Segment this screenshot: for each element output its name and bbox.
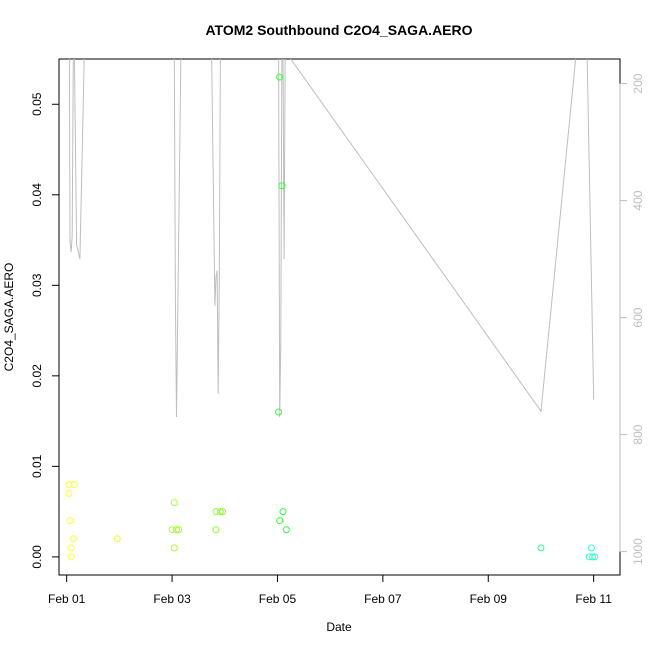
- data-point: [70, 480, 78, 488]
- data-point: [279, 508, 287, 516]
- x-axis-label: Date: [326, 620, 352, 634]
- data-point: [168, 526, 176, 534]
- data-point: [282, 526, 290, 534]
- x-tick-label: Feb 09: [470, 592, 508, 606]
- x-tick-label: Feb 07: [364, 592, 402, 606]
- x-tick-label: Feb 03: [153, 592, 191, 606]
- data-point: [585, 553, 593, 561]
- data-point: [66, 517, 74, 525]
- plot-border: [58, 58, 621, 576]
- data-point: [591, 553, 599, 561]
- data-point: [212, 508, 220, 516]
- right-tick-label: 200: [631, 73, 645, 93]
- right-tick-label: 1000: [631, 538, 645, 565]
- plot-frame: [58, 58, 621, 576]
- data-point: [170, 544, 178, 552]
- data-point: [65, 490, 73, 498]
- x-tick-label: Feb 05: [259, 592, 297, 606]
- data-point: [67, 553, 75, 561]
- data-point: [276, 517, 284, 525]
- data-point: [67, 544, 75, 552]
- x-tick-label: Feb 11: [575, 592, 612, 606]
- chart-title: ATOM2 Southbound C2O4_SAGA.AERO: [205, 22, 472, 38]
- data-point: [212, 526, 220, 534]
- data-point: [275, 408, 283, 416]
- right-axis: 200 400 600 800 1000: [619, 73, 645, 565]
- y-tick-label: 0.01: [30, 454, 44, 478]
- y-axis-label: C2O4_SAGA.AERO: [2, 263, 16, 372]
- y-axis: 0.00 0.01 0.02 0.03 0.04 0.05: [30, 92, 60, 569]
- data-points: [65, 73, 599, 561]
- y-tick-label: 0.02: [30, 364, 44, 388]
- y-tick-label: 0.04: [30, 183, 44, 207]
- y-tick-label: 0.03: [30, 273, 44, 297]
- data-point: [537, 544, 545, 552]
- data-point: [172, 526, 180, 534]
- y-tick-label: 0.05: [30, 92, 44, 116]
- x-tick-label: Feb 01: [48, 592, 86, 606]
- right-tick-label: 800: [631, 424, 645, 444]
- data-point: [113, 535, 121, 543]
- data-point: [589, 553, 597, 561]
- data-point: [69, 535, 77, 543]
- data-point: [587, 544, 595, 552]
- data-point: [278, 182, 286, 190]
- data-point: [276, 73, 284, 81]
- altitude-line: [68, 59, 595, 418]
- altitude-line-group: [68, 59, 595, 418]
- right-tick-label: 400: [631, 190, 645, 210]
- y-tick-label: 0.00: [30, 545, 44, 569]
- right-tick-label: 600: [631, 307, 645, 327]
- data-point: [219, 508, 227, 516]
- data-point: [170, 499, 178, 507]
- x-axis: Feb 01 Feb 03 Feb 05 Feb 07 Feb 09 Feb 11: [48, 574, 612, 606]
- data-point: [65, 480, 73, 488]
- data-point: [216, 508, 224, 516]
- data-point: [175, 526, 183, 534]
